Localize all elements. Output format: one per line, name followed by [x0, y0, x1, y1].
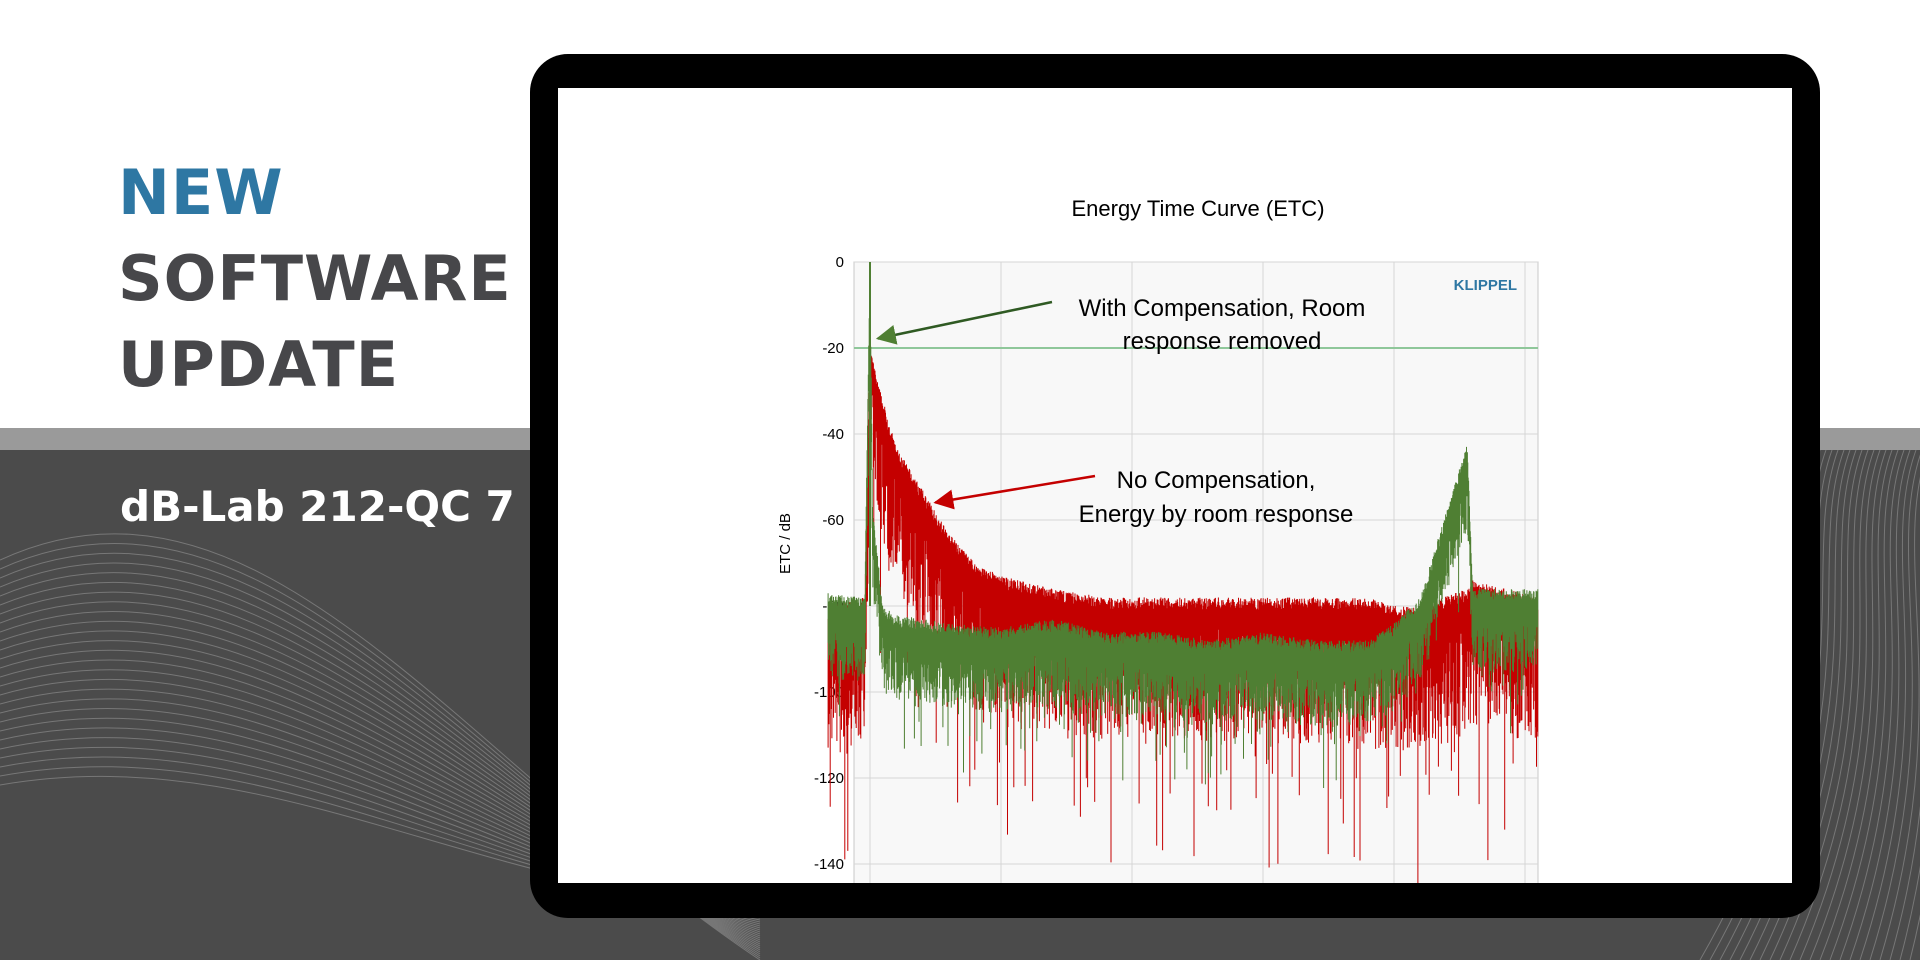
- headline-update: UPDATE: [118, 328, 400, 401]
- wave-line: [1809, 449, 1887, 960]
- series-compensated-trace: [827, 264, 1539, 788]
- y-tick-label: 0: [836, 254, 844, 271]
- tablet-screen: Energy Time Curve (ETC) 0 -20 -40 -60 -80 -10…: [558, 88, 1792, 883]
- wave-line: [1839, 449, 1905, 960]
- y-tick-label: -40: [822, 426, 844, 443]
- wave-line: [1789, 449, 1875, 960]
- wave-line: [1889, 805, 1920, 960]
- y-axis-label: ETC / dB: [777, 513, 794, 574]
- wave-line: [1869, 454, 1920, 960]
- y-axis-ticks: 0-20-40-60-80-100-120-140: [814, 254, 844, 873]
- chart-title: Energy Time Curve (ETC): [1071, 196, 1324, 221]
- y-tick-label: -140: [814, 856, 844, 873]
- wave-line: [1799, 449, 1881, 960]
- watermark-klippel: KLIPPEL: [1454, 277, 1517, 294]
- y-tick-label: -20: [822, 340, 844, 357]
- wave-line: [1879, 476, 1920, 960]
- annotation-uncompensated-line1: No Compensation,: [1117, 467, 1316, 494]
- annotation-uncompensated-line2: Energy by room response: [1079, 501, 1354, 528]
- headline: NEW SOFTWARE UPDATE: [118, 150, 512, 408]
- y-tick-label: -60: [822, 512, 844, 529]
- tablet-frame: Energy Time Curve (ETC) 0 -20 -40 -60 -80 -10…: [530, 54, 1820, 918]
- annotation-compensated-line1: With Compensation, Room: [1079, 295, 1366, 322]
- wave-line: [1859, 449, 1917, 960]
- wave-line: [1849, 449, 1911, 960]
- annotation-compensated-line2: response removed: [1123, 328, 1322, 355]
- headline-software: SOFTWARE: [118, 242, 512, 315]
- annotation-uncompensated-arrow: [933, 474, 1096, 510]
- series-compensated: [827, 262, 1539, 788]
- headline-new: NEW: [118, 156, 284, 229]
- product-name: dB-Lab 212-QC 7: [120, 482, 515, 531]
- etc-chart: Energy Time Curve (ETC) 0-20-40-60-80-10…: [777, 196, 1539, 883]
- annotations: With Compensation, Room response removed…: [875, 295, 1366, 528]
- y-tick-label: -120: [814, 770, 844, 787]
- wave-line: [1829, 449, 1899, 960]
- wave-line: [1819, 449, 1893, 960]
- annotation-compensated-arrow: [875, 300, 1053, 345]
